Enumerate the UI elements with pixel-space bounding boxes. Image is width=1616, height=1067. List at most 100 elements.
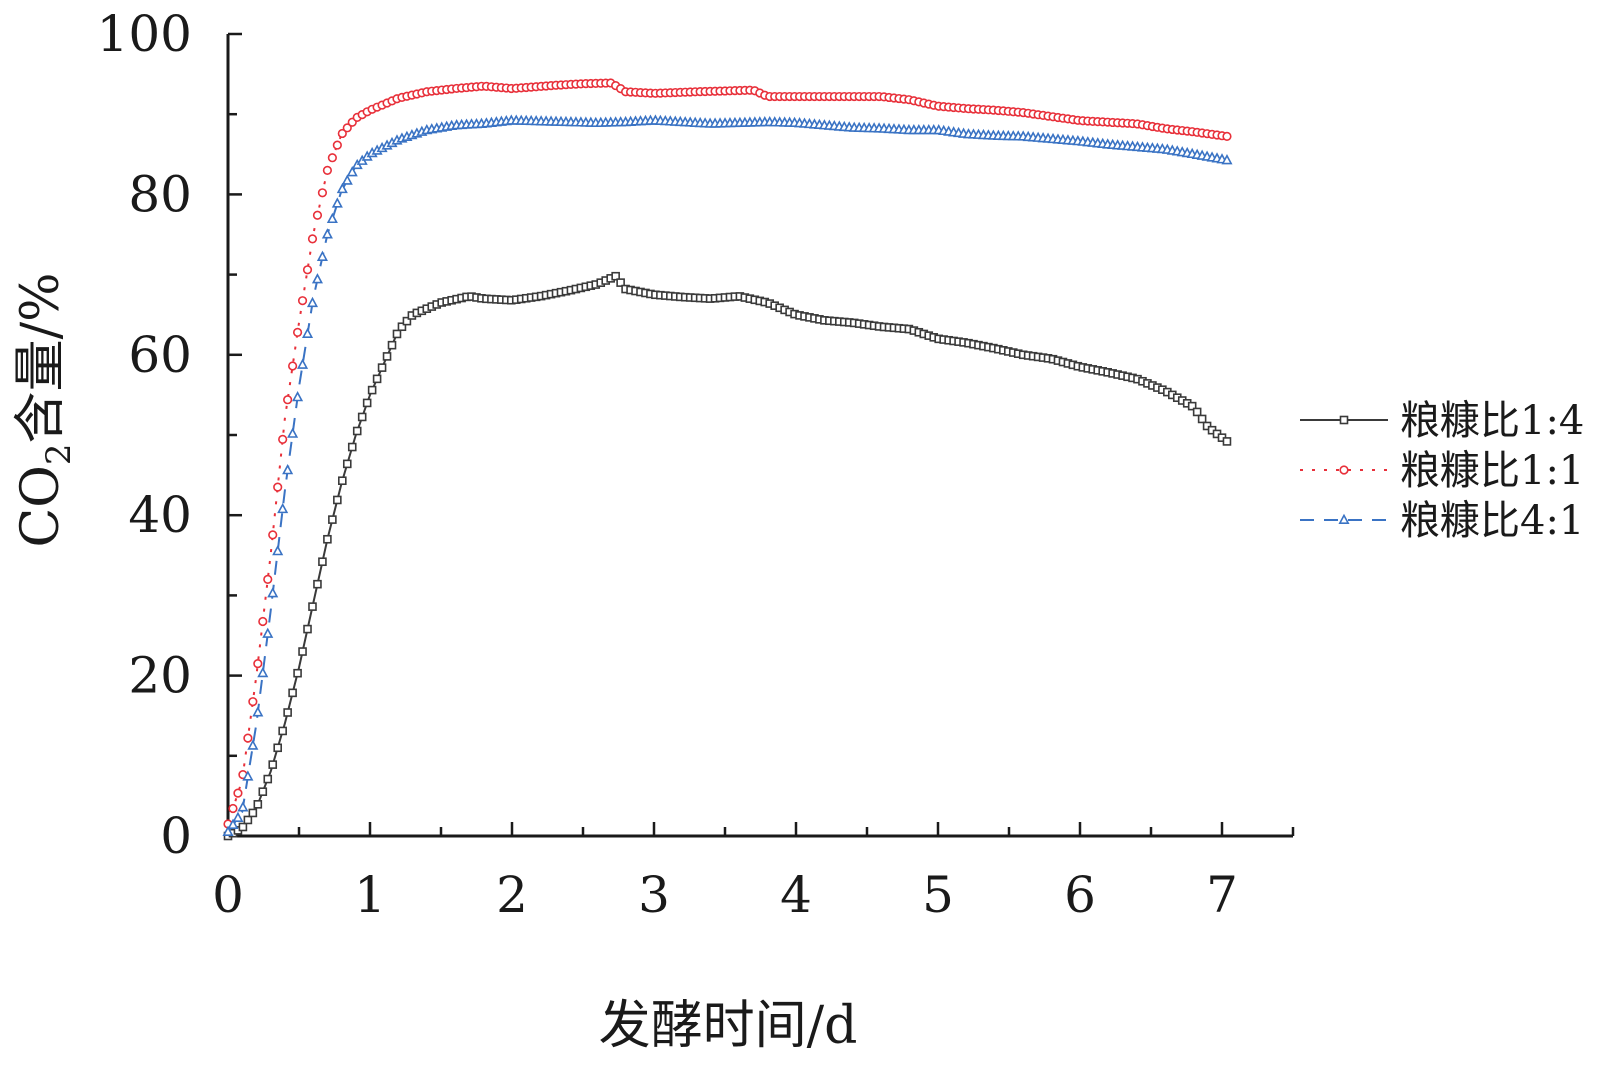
x-tick-label: 0 <box>212 866 244 924</box>
legend-label: 粮糠比1:4 <box>1400 398 1584 444</box>
data-point <box>1197 414 1207 424</box>
data-point <box>342 459 352 469</box>
data-point <box>302 265 313 275</box>
data-point <box>317 188 328 198</box>
data-point <box>293 668 302 678</box>
x-tick-label: 6 <box>1064 866 1096 924</box>
y-axis-title-prefix: CO <box>11 465 71 547</box>
series-1 <box>223 271 1232 841</box>
data-point <box>323 534 332 544</box>
data-point <box>268 760 278 769</box>
series-3 <box>222 114 1233 836</box>
data-point <box>262 627 274 638</box>
legend-marker <box>1339 465 1349 475</box>
data-point <box>372 374 382 384</box>
y-tick-label: 80 <box>128 165 192 223</box>
data-point <box>287 427 299 438</box>
y-axis-title: CO2含量/% <box>11 273 79 548</box>
data-point <box>222 825 234 836</box>
data-point <box>282 464 294 475</box>
data-point <box>1222 437 1232 446</box>
data-point <box>387 340 397 350</box>
data-point <box>243 815 253 825</box>
data-point <box>298 647 307 656</box>
data-point <box>316 250 328 261</box>
data-point <box>362 398 372 408</box>
data-point <box>237 801 249 812</box>
series-layer <box>222 78 1233 841</box>
data-point <box>336 182 348 194</box>
y-axis-title-suffix: 含量/% <box>11 273 71 444</box>
y-tick-label: 0 <box>160 807 192 865</box>
data-point <box>1221 154 1233 165</box>
series-line <box>227 275 1230 837</box>
data-point <box>347 442 357 452</box>
data-point <box>338 476 347 486</box>
data-point <box>242 770 254 781</box>
data-point <box>253 658 263 669</box>
data-point <box>326 212 338 224</box>
data-point <box>337 128 347 139</box>
data-point <box>327 153 337 163</box>
data-point <box>297 296 308 306</box>
data-point <box>277 502 289 514</box>
axis-ticks <box>226 32 1295 838</box>
data-point <box>292 391 304 402</box>
data-point <box>311 273 323 284</box>
data-point <box>227 818 239 829</box>
data-point <box>273 743 283 753</box>
data-point <box>253 800 263 809</box>
y-tick-label: 60 <box>128 326 192 384</box>
data-point <box>332 140 342 150</box>
data-point <box>367 385 377 395</box>
data-point <box>268 530 278 540</box>
data-point <box>357 412 367 422</box>
data-point <box>341 174 353 185</box>
data-point <box>263 574 273 584</box>
series-line <box>227 119 1230 833</box>
data-point <box>258 616 268 627</box>
data-point <box>322 165 333 175</box>
legend-item: 粮糠比4:1 <box>1300 498 1584 544</box>
x-tick-label: 1 <box>354 866 386 924</box>
data-point <box>333 495 342 505</box>
data-point <box>263 774 273 784</box>
data-point <box>252 706 264 717</box>
series-2 <box>223 78 1232 829</box>
data-point <box>278 726 287 736</box>
data-point <box>402 316 412 326</box>
data-point <box>301 327 314 338</box>
data-point <box>238 822 248 832</box>
data-point <box>278 434 288 445</box>
data-point <box>346 166 358 177</box>
data-point <box>292 327 303 337</box>
data-point <box>232 811 244 822</box>
x-axis-title: 发酵时间/d <box>599 996 858 1056</box>
data-point <box>313 579 322 589</box>
data-point <box>307 234 318 244</box>
data-point <box>306 296 319 308</box>
x-tick-label: 4 <box>780 866 812 924</box>
axes <box>226 34 1293 838</box>
data-point <box>288 688 297 698</box>
data-point <box>321 228 333 239</box>
data-point <box>312 210 323 220</box>
data-point <box>328 515 337 524</box>
data-point <box>297 358 309 369</box>
legend-label: 粮糠比1:1 <box>1400 448 1584 494</box>
legend-label: 粮糠比4:1 <box>1400 498 1584 544</box>
legend-item: 粮糠比1:1 <box>1300 448 1584 494</box>
y-tick-label: 40 <box>128 486 192 544</box>
x-tick-label: 5 <box>922 866 954 924</box>
data-point <box>303 624 312 634</box>
data-point <box>247 739 259 750</box>
data-point <box>288 361 298 371</box>
data-point <box>1222 131 1232 141</box>
data-point <box>228 803 238 814</box>
data-point <box>318 557 327 567</box>
data-point <box>1187 401 1197 411</box>
x-tick-label: 2 <box>496 866 528 924</box>
y-axis-title-subscript: 2 <box>39 443 79 465</box>
